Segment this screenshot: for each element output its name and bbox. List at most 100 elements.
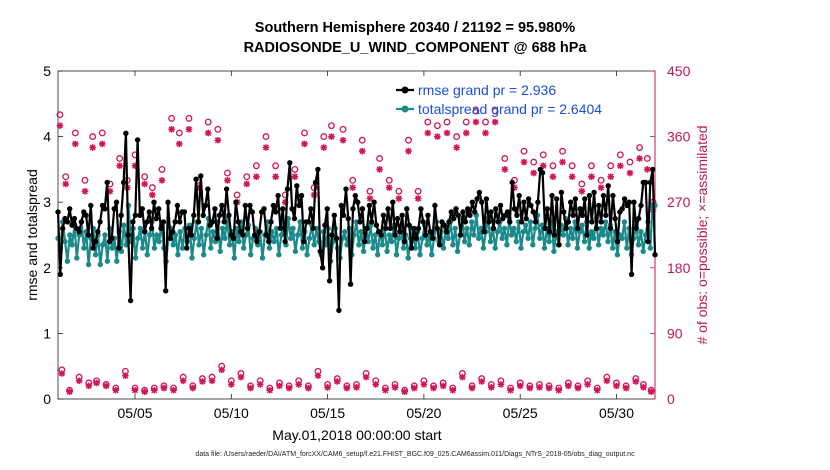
obs-possible-marker [214,125,222,133]
rmse-point [364,225,370,232]
spread-point [494,229,501,235]
obs-assimilated-marker [449,386,457,394]
spread-point [598,225,604,232]
rmse-point [443,229,450,235]
spread-point [74,255,80,261]
obs-assimilated-marker [565,382,572,390]
obs-possible-marker [62,173,70,181]
obs-assimilated-marker [603,377,611,385]
spread-point [85,261,92,268]
obs-assimilated-marker [243,180,251,188]
spread-point [379,242,386,248]
rmse-point [221,219,227,225]
spread-point [210,229,216,235]
rmse-point [387,225,394,232]
rmse-point [230,235,237,241]
rmse-point [549,192,555,199]
rmse-point [156,206,162,212]
spread-point [429,252,435,258]
spread-point [278,232,284,238]
spread-point [175,252,181,258]
obs-assimilated-marker [324,384,331,391]
obs-possible-marker [607,162,615,170]
spread-point [480,245,487,251]
obs-assimilated-marker [305,384,312,392]
rmse-point [586,192,593,199]
rmse-point [612,215,618,222]
obs-assimilated-marker [301,140,308,148]
obs-possible-marker [482,118,489,126]
obs-possible-marker [643,155,651,162]
obs-possible-marker [224,169,231,177]
obs-possible-marker [168,114,176,122]
obs-assimilated-marker [237,373,245,381]
rmse-point [535,199,541,205]
rmse-point [413,235,419,241]
rmse-point [542,225,548,232]
spread-point [619,235,625,241]
spread-point [602,219,609,225]
rmse-point [284,186,291,192]
rmse-point [362,238,368,245]
spread-point [266,245,273,251]
rmse-point [256,229,262,235]
rmse-point [523,215,529,222]
spread-point [386,232,393,238]
rmse-point [425,212,431,218]
rmse-point [607,225,614,232]
rmse-point [373,222,380,228]
obs-assimilated-marker [540,162,547,170]
rmse-point [446,219,452,225]
spread-point [100,242,106,248]
spread-point [574,245,581,251]
rmse-point [472,209,478,215]
rmse-point [469,199,476,205]
x-axis-label: May.01,2018 00:00:00 start [272,427,442,443]
x-axis: 05/05 05/10 05/15 05/20 05/25 05/30 [118,71,634,421]
rmse-point [294,183,300,189]
rmse-point [132,212,138,218]
rmse-point [71,215,78,222]
obs-assimilated-marker [208,377,216,385]
rmse-point [205,186,211,192]
spread-point [530,242,536,248]
obs-assimilated-marker [106,187,114,195]
rmse-point [479,199,485,205]
obs-assimilated-marker [613,382,620,390]
obs-assimilated-marker [545,384,553,392]
obs-assimilated-marker [116,162,123,170]
obs-assimilated-marker [568,173,576,180]
rmse-point [151,199,157,205]
spread-point [151,245,158,251]
rmse-point [270,202,277,209]
rmse-point [326,278,333,284]
rmse-point [291,215,298,222]
spread-point [513,238,519,245]
spread-point [62,238,68,245]
obs-possible-marker [89,133,97,141]
obs-assimilated-marker [158,177,166,184]
legend-rmse-label: rmse grand pr = 2.936 [418,82,556,98]
obs-assimilated-marker [131,162,139,170]
spread-point [299,245,306,251]
spread-point [81,245,87,251]
spread-point [144,252,150,258]
obs-assimilated-marker [224,177,231,184]
spread-point [203,232,209,238]
rmse-point [546,229,553,235]
obs-possible-marker [56,111,64,119]
spread-point [546,238,552,245]
spread-point [342,229,348,235]
rmse-point [312,179,319,186]
spread-point [356,242,362,248]
rmse-point [605,183,611,189]
rmse-point [418,206,424,212]
spread-point [586,245,592,251]
obs-assimilated-marker [395,195,403,202]
rmse-point [340,212,347,218]
obs-possible-marker [568,162,576,170]
rmse-point [160,219,167,225]
rmse-point [626,199,632,205]
obs-assimilated-marker [204,129,212,137]
rmse-point [350,206,356,212]
